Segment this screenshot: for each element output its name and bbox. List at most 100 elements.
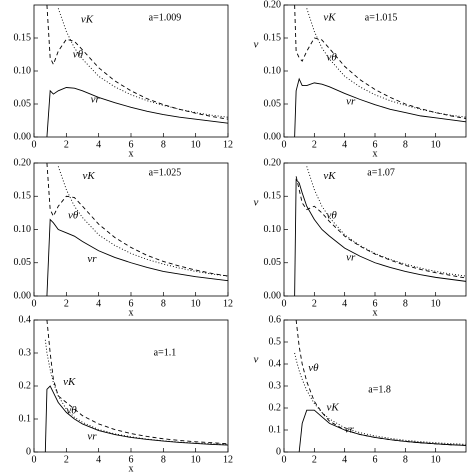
y-tick-label: 0 [26,446,31,457]
y-tick-label: 0.00 [264,290,282,301]
series-line [295,319,467,446]
x-tick-label: 0 [282,298,287,309]
y-tick-label: 0.10 [14,65,32,76]
series-line [44,385,229,453]
x-tick-label: 4 [342,139,347,150]
y-tick-label: 0.20 [14,157,32,168]
x-tick-label: 8 [403,298,408,309]
series-line [44,339,229,445]
x-tick-label: 4 [96,454,101,465]
y-axis-label: v [254,354,259,366]
series-line [57,166,229,277]
series-label: vr [346,252,356,264]
y-tick-label: 0.15 [14,32,32,43]
x-axis-label: x [373,307,378,318]
annotation: a=1.015 [365,12,398,23]
y-tick-label: 0.6 [269,314,282,325]
series-line [46,162,229,277]
x-tick-label: 0 [282,139,287,150]
series-label: vr [345,424,355,436]
y-tick-label: 0.20 [264,157,282,168]
x-tick-label: 6 [129,298,134,309]
x-tick-label: 0 [282,454,287,465]
y-tick-label: 0.05 [264,257,282,268]
x-tick-label: 2 [312,139,317,150]
annotation: a=1.1 [154,347,177,358]
annotation: a=1.07 [367,167,395,178]
x-axis-label: x [129,463,134,474]
series-line [295,176,467,279]
plot-frame [283,4,467,138]
x-tick-label: 8 [161,298,166,309]
x-axis-label: x [129,307,134,318]
x-tick-label: 8 [161,454,166,465]
y-tick-label: 0.1 [19,413,32,424]
x-tick-label: 2 [312,454,317,465]
x-tick-label: 8 [403,454,408,465]
series-label: vθ [66,404,77,416]
x-tick-label: 2 [64,454,69,465]
y-tick-label: 0.4 [269,358,282,369]
series-line [298,409,467,453]
series-line [46,319,229,445]
x-tick-label: 0 [32,454,37,465]
annotation: a=1.8 [368,385,391,396]
x-axis-label: x [373,148,378,159]
x-tick-label: 4 [342,454,347,465]
series-label: vK [83,170,96,182]
series-label: vr [346,96,356,108]
y-tick-label: 0.4 [19,314,32,325]
x-tick-label: 2 [312,298,317,309]
series-label: vK [323,170,336,182]
series-label: vK [326,402,339,414]
series-label: vθ [73,49,84,61]
series-label: vθ [308,362,319,374]
x-tick-label: 12 [223,298,233,309]
y-tick-label: 0.3 [19,347,32,358]
x-tick-label: 4 [342,298,347,309]
series-line [306,166,467,277]
y-tick-label: 0.10 [264,65,282,76]
x-axis-label: x [129,148,134,159]
series-line [46,218,229,297]
x-tick-label: 6 [373,298,378,309]
series-label: vr [87,253,97,265]
annotation: a=1.009 [149,12,182,23]
x-tick-label: 6 [129,139,134,150]
x-tick-label: 10 [191,454,201,465]
x-tick-label: 10 [191,139,201,150]
y-tick-label: 0.15 [264,32,282,43]
x-tick-label: 12 [223,139,233,150]
y-tick-label: 0.20 [264,0,282,10]
x-tick-label: 6 [373,139,378,150]
y-tick-label: 0.00 [264,131,282,142]
y-tick-label: 0.05 [264,98,282,109]
y-tick-label: 0.00 [14,131,32,142]
y-tick-label: 0.00 [14,290,32,301]
y-axis-label: v [254,197,259,209]
x-tick-label: 2 [64,139,69,150]
y-tick-label: 0.15 [264,191,282,202]
y-tick-label: 0.10 [14,224,32,235]
y-tick-label: 0.05 [14,98,32,109]
x-tick-label: 0 [32,139,37,150]
series-line [46,87,229,138]
series-label: vr [91,94,101,106]
series-label: vK [323,12,336,24]
series-line [294,178,467,297]
x-tick-label: 4 [96,139,101,150]
x-tick-label: 12 [223,454,233,465]
x-tick-label: 0 [32,298,37,309]
series-line [294,352,467,445]
y-tick-label: 0.5 [269,336,282,347]
y-tick-label: 0.1 [269,424,282,435]
x-tick-label: 6 [373,454,378,465]
y-tick-label: 0.05 [14,257,32,268]
series-label: vK [63,376,76,388]
y-tick-label: 0 [276,446,281,457]
y-tick-label: 0.2 [19,380,32,391]
y-tick-label: 0.15 [14,191,32,202]
series-label: vθ [326,210,337,222]
x-tick-label: 8 [161,139,166,150]
